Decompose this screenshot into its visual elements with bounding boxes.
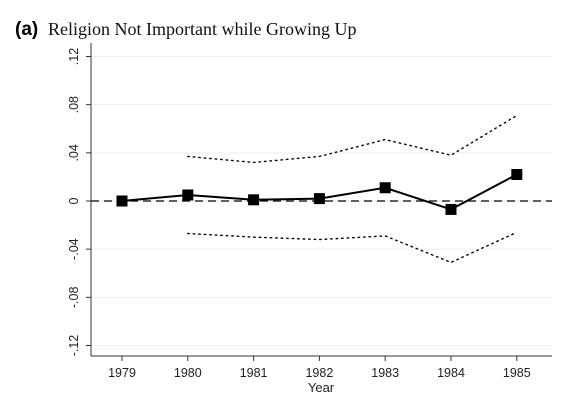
y-tick-label: .12 [67,48,81,65]
y-tick-label: -.04 [67,238,81,260]
y-tick-label: .04 [67,144,81,161]
x-axis-label: Year [308,380,335,395]
x-tick-label: 1984 [437,366,465,380]
data-point-marker [116,195,128,207]
x-tick-label: 1985 [503,366,531,380]
x-tick-label: 1983 [371,366,399,380]
data-point-marker [313,193,325,205]
plot-area: .12 .08 .04 0 -.04 -.08 -.12 1979 1980 1981 1982 19… [67,43,552,380]
y-tick-label: .08 [67,96,81,113]
y-tick-label: -.12 [67,335,81,357]
panel-label: (a) [15,19,38,40]
series-estimate-line [121,173,518,211]
x-tick-label: 1981 [240,366,268,380]
y-tick-label: 0 [67,197,81,204]
data-point-marker [248,194,260,206]
x-tick-label: 1982 [305,366,333,380]
data-point-marker [379,182,391,194]
x-tick-label: 1979 [108,366,136,380]
data-point-marker [445,203,457,215]
data-point-marker [182,189,194,201]
series-upper-bound-line [187,114,518,164]
chart-title: Religion Not Important while Growing Up [48,19,356,39]
data-point-marker [511,169,523,181]
y-tick-label: -.08 [67,287,81,309]
x-tick-label: 1980 [174,366,202,380]
series-lower-bound-line [187,231,518,264]
